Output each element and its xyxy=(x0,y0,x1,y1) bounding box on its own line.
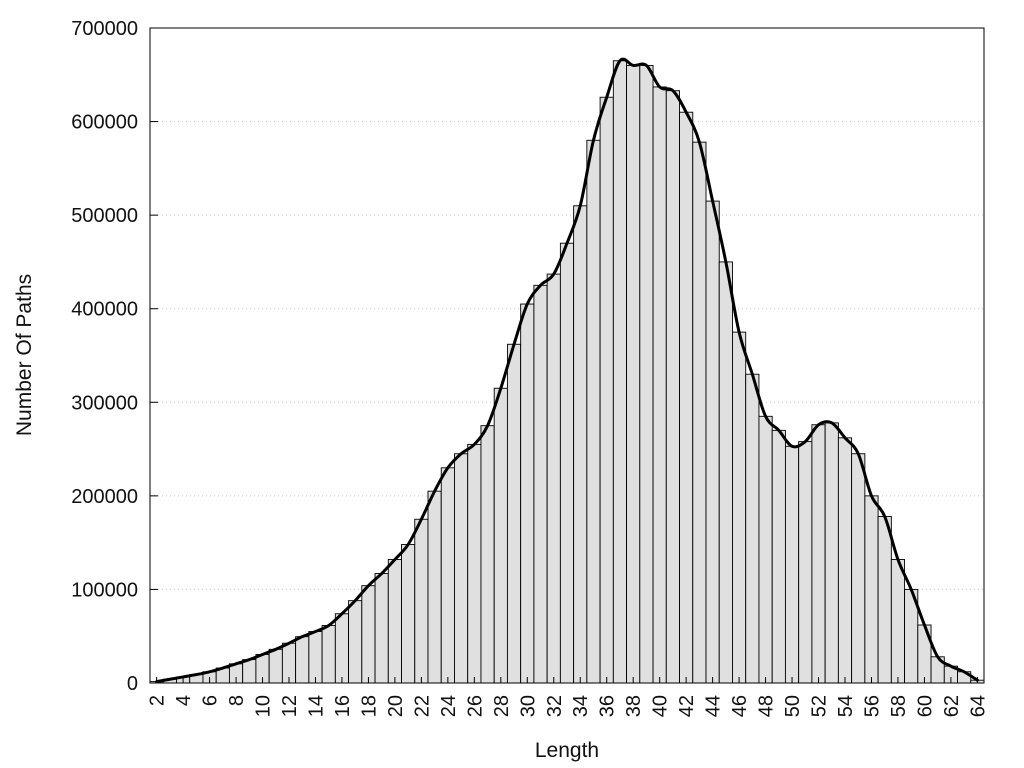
bar-length-30 xyxy=(520,303,535,684)
y-tick-label-500000: 500000 xyxy=(71,205,138,227)
x-tick-label-18: 18 xyxy=(358,695,380,717)
bar-length-38 xyxy=(626,64,641,684)
x-tick-label-12: 12 xyxy=(279,695,301,717)
bar-length-31 xyxy=(533,284,548,684)
bar-length-33 xyxy=(559,242,575,684)
x-tick-label-46: 46 xyxy=(729,695,751,717)
y-tick-label-200000: 200000 xyxy=(71,486,138,508)
bar-length-32 xyxy=(546,273,561,684)
bar-length-46 xyxy=(732,331,747,684)
bar-series xyxy=(149,60,985,684)
x-axis-label: Length xyxy=(535,739,599,762)
x-tick-label-32: 32 xyxy=(544,695,566,717)
bar-length-51 xyxy=(798,441,813,684)
x-tick-label-20: 20 xyxy=(385,695,407,717)
x-tick-label-14: 14 xyxy=(305,695,327,717)
y-tick-label-400000: 400000 xyxy=(71,299,138,321)
bar-length-34 xyxy=(573,205,588,684)
x-tick-label-56: 56 xyxy=(861,695,883,717)
x-tick-label-26: 26 xyxy=(464,695,486,717)
bar-length-13 xyxy=(295,636,310,684)
bar-length-58 xyxy=(890,559,906,684)
bar-length-47 xyxy=(745,373,760,684)
x-tick-label-64: 64 xyxy=(967,695,989,717)
x-tick-label-28: 28 xyxy=(491,695,513,717)
bar-length-52 xyxy=(811,424,826,684)
bar-length-44 xyxy=(705,200,720,684)
x-tick-label-30: 30 xyxy=(517,695,539,717)
x-tick-label-34: 34 xyxy=(570,695,592,717)
x-tick-label-60: 60 xyxy=(914,695,936,717)
bar-length-56 xyxy=(864,495,879,684)
bar-length-16 xyxy=(334,613,350,684)
bar-length-26 xyxy=(467,443,482,684)
bar-length-55 xyxy=(851,453,866,684)
bar-length-54 xyxy=(837,437,853,684)
x-tick-label-40: 40 xyxy=(650,695,672,717)
bar-length-50 xyxy=(784,445,800,684)
x-tick-label-6: 6 xyxy=(200,695,222,706)
bar-length-21 xyxy=(401,544,416,684)
x-tick-label-42: 42 xyxy=(676,695,698,717)
x-tick-label-16: 16 xyxy=(332,695,354,717)
x-axis-ticks: 2 4 6 8 10 12 14 16 18 20 22 24 26 28 30 32 34 36 38 40 42 44… xyxy=(147,677,989,717)
bar-length-22 xyxy=(414,518,429,684)
x-tick-label-22: 22 xyxy=(411,695,433,717)
bar-length-49 xyxy=(771,429,786,684)
bar-length-18 xyxy=(361,585,376,684)
bar-length-28 xyxy=(493,387,508,684)
bar-length-40 xyxy=(652,86,667,684)
y-tick-label-600000: 600000 xyxy=(71,112,138,134)
trend-line-series xyxy=(155,57,979,684)
bar-length-35 xyxy=(586,139,601,684)
x-tick-label-58: 58 xyxy=(888,695,910,717)
bar-length-29 xyxy=(506,343,522,684)
bar-length-48 xyxy=(758,415,773,684)
bar-length-9 xyxy=(242,659,257,684)
y-tick-label-700000: 700000 xyxy=(71,18,138,40)
bar-length-23 xyxy=(427,490,442,684)
y-tick-label-100000: 100000 xyxy=(71,579,138,601)
bar-length-27 xyxy=(480,425,495,684)
y-tick-label-300000: 300000 xyxy=(71,392,138,414)
x-tick-label-24: 24 xyxy=(438,695,460,717)
trend-line xyxy=(155,57,979,684)
y-axis-label: Number Of Paths xyxy=(13,274,36,436)
x-tick-label-44: 44 xyxy=(703,695,725,717)
bar-length-36 xyxy=(599,96,614,684)
y-axis-ticks: 0 100000 200000 300000 400000 500000 600000 700… xyxy=(71,18,158,695)
bar-length-39 xyxy=(639,64,654,684)
bar-length-11 xyxy=(268,648,283,684)
x-tick-label-52: 52 xyxy=(809,695,831,717)
bar-length-15 xyxy=(321,625,336,684)
x-tick-label-54: 54 xyxy=(835,695,857,717)
bar-length-19 xyxy=(374,573,389,684)
bar-length-37 xyxy=(612,60,628,684)
plot-frame xyxy=(149,27,985,684)
bar-length-43 xyxy=(692,141,707,684)
x-tick-label-10: 10 xyxy=(253,695,275,717)
x-tick-label-2: 2 xyxy=(147,695,169,706)
bar-length-20 xyxy=(387,559,402,684)
x-tick-label-50: 50 xyxy=(782,695,804,717)
bar-length-25 xyxy=(454,453,469,684)
x-tick-label-48: 48 xyxy=(756,695,778,717)
bar-length-45 xyxy=(718,261,733,684)
x-tick-label-36: 36 xyxy=(597,695,619,717)
bar-length-24 xyxy=(440,467,455,684)
x-tick-label-38: 38 xyxy=(623,695,645,717)
bar-length-17 xyxy=(348,600,363,684)
y-tick-label-0: 0 xyxy=(127,673,138,695)
bar-length-14 xyxy=(308,631,323,684)
bar-length-57 xyxy=(877,515,892,684)
x-tick-label-4: 4 xyxy=(173,695,195,706)
x-tick-label-62: 62 xyxy=(941,695,963,717)
bar-length-41 xyxy=(665,90,680,684)
x-tick-label-8: 8 xyxy=(226,695,248,706)
bar-length-42 xyxy=(679,111,694,684)
bar-length-53 xyxy=(824,422,839,684)
